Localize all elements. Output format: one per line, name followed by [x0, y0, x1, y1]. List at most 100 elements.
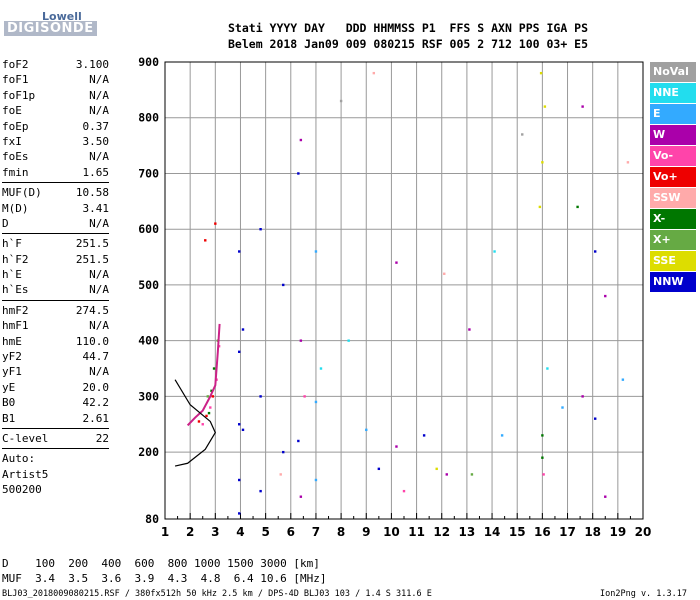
autoscale-info: Auto:	[2, 452, 36, 466]
point-xminus	[541, 434, 544, 437]
param-value: N/A	[89, 319, 109, 333]
param-row: B0 42.2	[2, 395, 109, 410]
point-nnw	[259, 227, 262, 231]
point-vominus	[303, 395, 306, 398]
x-tick-label: 11	[408, 525, 425, 539]
point-nnw	[282, 283, 285, 287]
legend-item-nnw: NNW	[650, 272, 696, 292]
point-voplus	[214, 222, 217, 225]
param-row: hmE 110.0	[2, 334, 109, 349]
x-tick-label: 4	[236, 525, 244, 539]
param-row: D N/A	[2, 216, 109, 231]
logo-digisonde: DIGISONDE	[4, 21, 97, 36]
param-value: 22	[95, 431, 109, 445]
point-nnw	[594, 250, 597, 253]
y-tick-label: 300	[138, 389, 159, 403]
param-name: hmF1	[2, 319, 29, 333]
point-ssw	[279, 473, 282, 476]
point-w	[604, 294, 607, 298]
legend-item-e: E	[650, 104, 696, 124]
point-xminus	[210, 389, 213, 393]
muf-distance-row: D 100 200 400 600 800 1000 1500 3000 [km…	[2, 557, 320, 570]
param-value: 3.41	[82, 201, 110, 215]
point-xminus	[576, 205, 579, 209]
x-tick-label: 10	[383, 525, 400, 539]
point-vominus	[209, 406, 212, 409]
x-tick-label: 19	[609, 525, 626, 539]
plot-frame	[164, 61, 644, 520]
x-tick-label: 9	[362, 525, 370, 539]
param-row: h`Es N/A	[2, 282, 109, 297]
x-tick-label: 15	[509, 525, 526, 539]
header-values: Belem 2018 Jan09 009 080215 RSF 005 2 71…	[228, 37, 589, 51]
param-value: 44.7	[82, 350, 110, 364]
param-name: fmin	[2, 165, 29, 179]
param-value: N/A	[89, 216, 109, 230]
param-row: M(D) 3.41	[2, 201, 109, 216]
param-value: 10.58	[75, 186, 109, 200]
point-ssw	[443, 272, 446, 275]
legend-item-xminus: X-	[650, 209, 696, 229]
autoscale-info: Artist5	[2, 467, 49, 481]
y-tick-label: 500	[138, 278, 159, 292]
point-nne	[493, 250, 496, 253]
point-sse	[538, 205, 542, 209]
param-row: hmF1 N/A	[2, 318, 109, 333]
point-e	[314, 250, 318, 253]
x-tick-label: 13	[459, 525, 476, 539]
point-nnw	[238, 423, 241, 426]
point-w	[468, 328, 471, 331]
point-e	[500, 434, 504, 437]
point-w	[445, 473, 448, 476]
y-tick-label: 400	[138, 334, 159, 348]
x-tick-label: 7	[312, 525, 320, 539]
param-name: h`Es	[2, 283, 29, 297]
x-tick-label: 5	[261, 525, 269, 539]
point-noval	[521, 133, 524, 136]
param-name: yF1	[2, 365, 22, 379]
param-name: h`F	[2, 237, 22, 251]
param-name: B0	[2, 396, 16, 410]
param-row: hmF2 274.5	[2, 303, 109, 318]
point-noval	[339, 99, 343, 103]
x-tick-label: 2	[186, 525, 194, 539]
point-nnw	[297, 439, 300, 443]
param-value: 3.100	[75, 58, 109, 71]
point-w	[395, 445, 398, 448]
logo-lowell: Lowell	[42, 10, 82, 23]
point-w	[395, 261, 398, 264]
param-value: 0.37	[82, 119, 110, 133]
param-value: 251.5	[75, 252, 109, 266]
point-xplus	[206, 395, 209, 398]
legend-item-nne: NNE	[650, 83, 696, 103]
footer-file-info: BLJ03_2018009080215.RSF / 380fx512h 50 k…	[2, 589, 432, 599]
param-name: foF1	[2, 73, 29, 87]
param-name: hmE	[2, 334, 22, 348]
point-w	[299, 138, 303, 142]
y-tick-label: 800	[138, 111, 159, 125]
point-nne	[319, 367, 323, 370]
param-row: foEs N/A	[2, 149, 109, 164]
point-vominus	[542, 473, 545, 476]
point-nnw	[377, 467, 381, 471]
x-tick-label: 17	[559, 525, 576, 539]
point-xminus	[541, 456, 544, 459]
y-tick-label: 600	[138, 222, 159, 236]
y-tick-label: 700	[138, 166, 159, 180]
param-value: 274.5	[75, 303, 109, 317]
profile-curve	[186, 323, 221, 427]
legend-item-voplus: Vo+	[650, 167, 696, 187]
param-value: N/A	[89, 268, 109, 282]
param-name: foF1p	[2, 88, 36, 102]
x-tick-label: 18	[584, 525, 601, 539]
param-row: yF2 44.7	[2, 349, 109, 364]
x-tick-label: 8	[337, 525, 345, 539]
point-vominus	[201, 423, 204, 426]
param-row: B1 2.61	[2, 411, 109, 426]
param-row: yE 20.0	[2, 380, 109, 395]
point-xminus	[207, 411, 211, 415]
param-separator	[2, 233, 109, 235]
x-tick-label: 14	[484, 525, 501, 539]
point-nnw	[241, 428, 245, 432]
